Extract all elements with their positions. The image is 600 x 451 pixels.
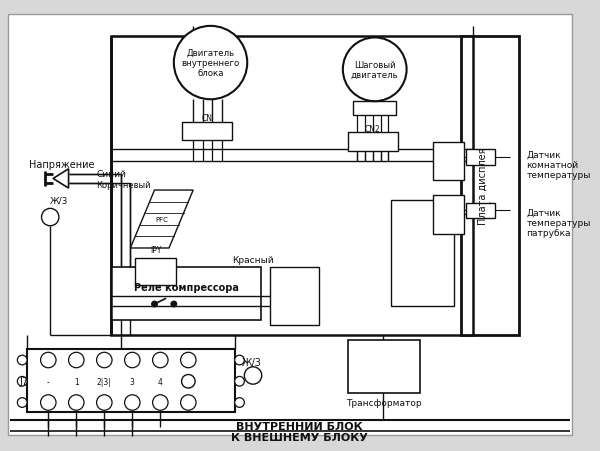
Circle shape (235, 355, 244, 365)
Text: 1: 1 (74, 377, 79, 386)
Circle shape (244, 367, 262, 384)
Polygon shape (53, 170, 68, 189)
Text: IPY: IPY (150, 246, 161, 255)
Text: Ж/3: Ж/3 (241, 357, 262, 367)
Polygon shape (130, 191, 193, 249)
Bar (353, 102, 396, 115)
Circle shape (182, 375, 195, 388)
Bar (433, 195, 464, 234)
Bar (466, 203, 496, 219)
Bar (461, 37, 518, 335)
Circle shape (174, 27, 247, 100)
Text: Трансформатор: Трансформатор (346, 398, 421, 407)
Text: ВНУТРЕННИЙ БЛОК: ВНУТРЕННИЙ БЛОК (236, 421, 363, 431)
Circle shape (68, 395, 84, 410)
Bar (27, 350, 235, 412)
Circle shape (152, 301, 157, 307)
Circle shape (235, 398, 244, 407)
Circle shape (152, 395, 168, 410)
Text: CN2: CN2 (365, 124, 380, 133)
Circle shape (97, 353, 112, 368)
Text: -: - (47, 377, 50, 386)
Text: Ж/3: Ж/3 (50, 196, 68, 205)
Text: Коричневый: Коричневый (97, 180, 151, 189)
Circle shape (68, 353, 84, 368)
Bar (182, 123, 232, 141)
Circle shape (125, 353, 140, 368)
Text: 4: 4 (158, 377, 163, 386)
Circle shape (171, 301, 177, 307)
Bar (466, 150, 496, 166)
Circle shape (97, 395, 112, 410)
Circle shape (17, 398, 27, 407)
Text: Датчик
комнатной
температуры: Датчик комнатной температуры (526, 150, 591, 180)
Text: Датчик
температуры
патрубка: Датчик температуры патрубка (526, 208, 591, 238)
Text: 2|3|: 2|3| (97, 377, 112, 386)
Bar (347, 340, 420, 393)
Circle shape (41, 209, 59, 226)
Bar (433, 143, 464, 181)
Bar (347, 133, 398, 152)
Text: Синий: Синий (97, 170, 127, 179)
Text: PFC: PFC (156, 216, 169, 222)
Bar (111, 268, 261, 321)
Circle shape (17, 377, 27, 386)
Text: Плата дисплея: Плата дисплея (478, 147, 488, 225)
Circle shape (41, 353, 56, 368)
Bar (271, 268, 319, 326)
Text: CN: CN (201, 114, 212, 123)
Circle shape (343, 38, 407, 102)
Text: J7: J7 (19, 377, 28, 387)
Text: 3: 3 (130, 377, 135, 386)
Text: Напряжение: Напряжение (29, 160, 94, 170)
Circle shape (125, 395, 140, 410)
Text: К ВНЕШНЕМУ БЛОКУ: К ВНЕШНЕМУ БЛОКУ (231, 433, 368, 442)
Text: Шаговый
двигатель: Шаговый двигатель (351, 60, 398, 80)
Circle shape (17, 355, 27, 365)
Circle shape (181, 395, 196, 410)
Bar (135, 258, 176, 285)
Text: Красный: Красный (232, 256, 274, 264)
Circle shape (152, 353, 168, 368)
Circle shape (41, 395, 56, 410)
Text: Двигатель
внутреннего
блока: Двигатель внутреннего блока (181, 49, 239, 78)
Bar (391, 200, 454, 306)
Circle shape (235, 377, 244, 386)
Text: Реле компрессора: Реле компрессора (134, 282, 239, 292)
Circle shape (181, 353, 196, 368)
Bar (111, 37, 473, 335)
